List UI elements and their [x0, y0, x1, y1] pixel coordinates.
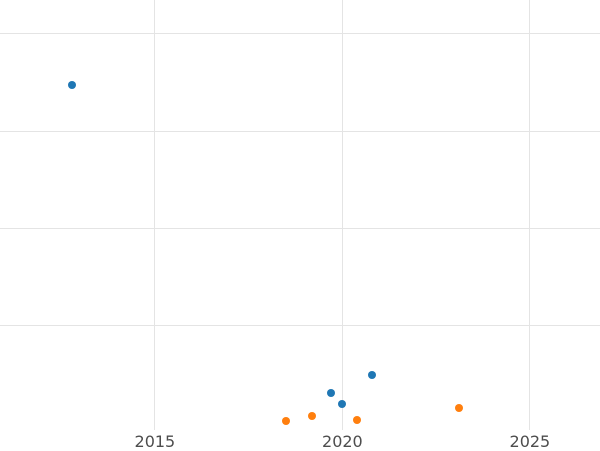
horizontal-gridline — [0, 130, 600, 132]
x-tick-label: 2025 — [509, 432, 551, 451]
horizontal-gridline — [0, 227, 600, 229]
vertical-gridline — [341, 0, 343, 430]
scatter-point-blue — [338, 399, 347, 408]
x-tick-label: 2015 — [134, 432, 176, 451]
scatter-point-blue — [368, 370, 377, 379]
x-tick-label: 2020 — [322, 432, 363, 451]
scatter-point-orange — [282, 417, 291, 426]
scatter-point-orange — [308, 412, 317, 421]
scatter-point-orange — [454, 403, 463, 412]
vertical-gridline — [529, 0, 531, 430]
horizontal-gridline — [0, 33, 600, 35]
scatter-point-orange — [353, 416, 362, 425]
horizontal-gridline — [0, 324, 600, 326]
vertical-gridline — [154, 0, 156, 430]
scatter-point-blue — [68, 81, 77, 90]
scatter-point-blue — [327, 389, 336, 398]
